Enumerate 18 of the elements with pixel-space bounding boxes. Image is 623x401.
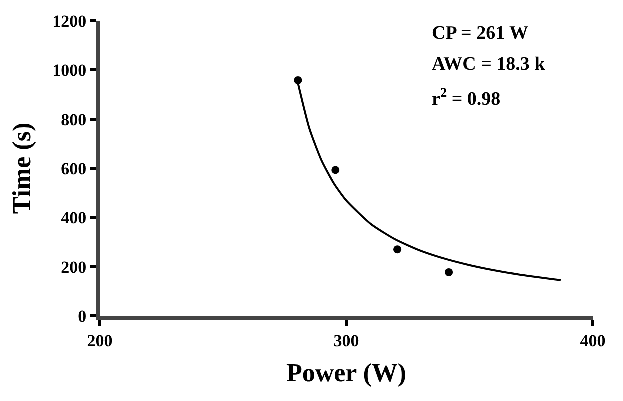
y-axis-title: Time (s): [8, 122, 36, 214]
y-tick-label: 1000: [52, 61, 87, 80]
x-tick-label: 300: [334, 331, 360, 350]
annotation: AWC = 18.3 k: [432, 54, 546, 75]
x-axis-title: Power (W): [286, 358, 407, 388]
x-tick-label: 400: [580, 331, 606, 350]
point: [332, 166, 340, 174]
y-tick-label: 400: [61, 208, 87, 228]
x-tick-label: 200: [87, 331, 113, 350]
y-tick-label: 600: [61, 159, 87, 178]
annotation: CP = 261 W: [432, 23, 529, 44]
point: [445, 268, 454, 276]
y-tick-label: 1200: [52, 12, 87, 31]
y-tick-label: 200: [61, 258, 87, 277]
y-tick-label: 800: [61, 110, 87, 130]
point: [394, 246, 402, 254]
y-tick-label: 0: [78, 306, 87, 326]
annotation: r$^{2}$ = 0.98: [432, 85, 501, 110]
